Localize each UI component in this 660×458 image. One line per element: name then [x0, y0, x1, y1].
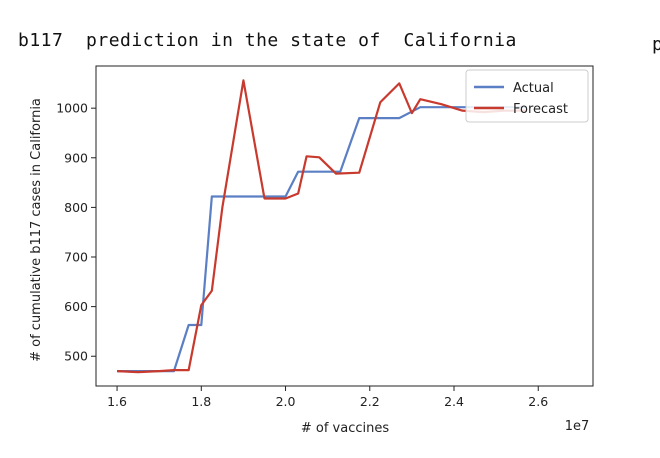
x-tick-label: 2.2: [360, 394, 380, 409]
chart-title: b117 prediction in the state of Californ…: [18, 30, 517, 51]
x-tick-label: 1.8: [191, 394, 211, 409]
x-tick-label: 2.0: [276, 394, 296, 409]
series-line-forecast: [117, 79, 526, 374]
x-axis-ticks: 1.6 1.8 2.0 2.2 2.4 2.6: [107, 386, 548, 409]
legend: Actual Forecast: [465, 69, 589, 123]
x-tick-label: 2.6: [528, 394, 548, 409]
x-tick-label: 2.4: [444, 394, 464, 409]
y-axis-ticks: 500 600 700 800 900 1000: [56, 101, 96, 364]
y-tick-label: 600: [64, 299, 88, 314]
legend-forecast-label: Forecast: [513, 102, 568, 117]
y-tick-label: 900: [64, 150, 88, 165]
y-tick-label: 800: [64, 200, 88, 215]
series-lines: [117, 79, 526, 374]
x-axis-offset-label: 1e7: [565, 419, 590, 434]
x-tick-label: 1.6: [107, 394, 127, 409]
y-tick-label: 500: [64, 349, 88, 364]
cropped-next-title: p: [652, 34, 660, 55]
y-axis-label: # of cumulative b117 cases in California: [29, 98, 44, 362]
x-axis-label: # of vaccines: [301, 421, 389, 436]
y-tick-label: 1000: [56, 101, 88, 116]
legend-actual-label: Actual: [513, 81, 554, 96]
y-tick-label: 700: [64, 250, 88, 265]
